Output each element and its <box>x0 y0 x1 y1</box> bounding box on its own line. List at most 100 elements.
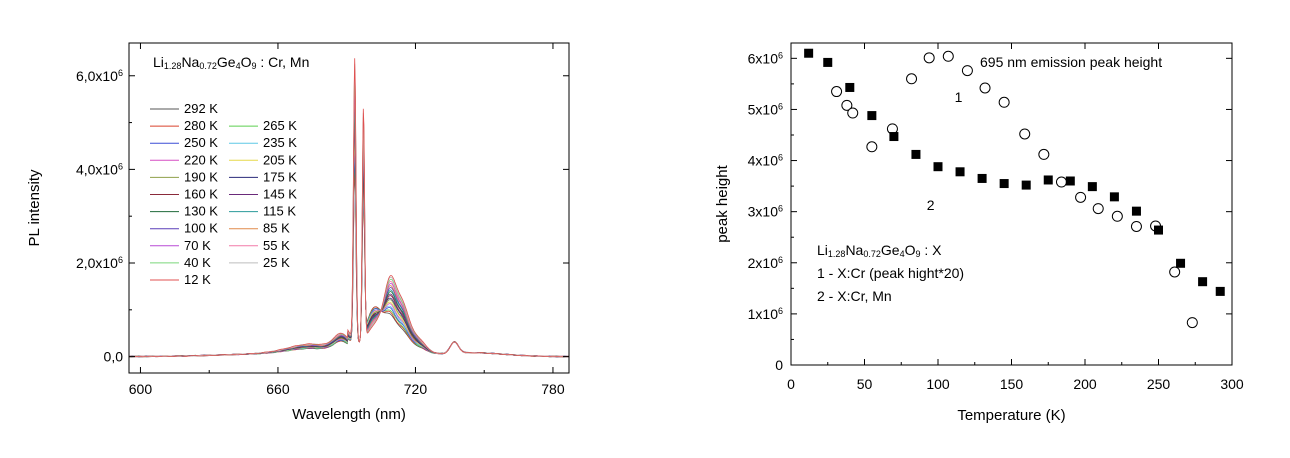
y-axis-label: PL intensity <box>26 169 43 246</box>
text-segment: O <box>241 54 252 70</box>
text-segment: Ge <box>217 54 236 70</box>
data-point-cr <box>841 99 853 111</box>
y-tick-label: 1x106 <box>748 306 783 322</box>
y-tick-label: 4,0x106 <box>76 161 123 177</box>
x-tick-label: 150 <box>1000 376 1024 392</box>
text-segment: Li <box>153 54 164 70</box>
x-tick-label: 0 <box>787 376 795 392</box>
x-tick-label: 660 <box>266 381 290 397</box>
y-tick-label: 6x106 <box>748 50 783 66</box>
tick-label-base: 2,0x10 <box>76 255 118 271</box>
tick-label-base: 0 <box>775 357 783 373</box>
x-tick-label: 50 <box>857 376 873 392</box>
legend-label: 25 K <box>263 255 290 270</box>
tick-label-base: 2x10 <box>748 255 779 271</box>
text-segment: Li <box>817 242 828 258</box>
tick-label-base: 1x10 <box>748 306 779 322</box>
tick-label-exponent: 6 <box>778 101 783 111</box>
y-tick-label: 2,0x106 <box>76 255 123 271</box>
data-point-crmn <box>1109 192 1119 202</box>
legend-label: 235 K <box>263 135 297 150</box>
legend-label: 100 K <box>184 221 218 236</box>
x-tick-label: 250 <box>1147 376 1171 392</box>
x-axis-label: Wavelength (nm) <box>292 406 406 423</box>
data-point-crmn <box>889 132 899 142</box>
y-tick-label: 2x106 <box>748 255 783 271</box>
legend-label: 220 K <box>184 152 218 167</box>
data-point-cr <box>1075 191 1087 203</box>
data-point-cr <box>1130 220 1142 232</box>
tick-label-exponent: 6 <box>118 255 123 265</box>
x-axis-label: Temperature (K) <box>957 407 1065 424</box>
text-segment: Na <box>845 242 863 258</box>
plot-frame <box>790 42 1233 366</box>
text-segment: : X <box>920 242 942 258</box>
x-tick-label: 300 <box>1220 376 1244 392</box>
text-segment: 0.72 <box>863 249 881 259</box>
data-point-crmn <box>867 111 877 121</box>
legend-label: 292 K <box>184 101 218 116</box>
tick-label-exponent: 6 <box>118 68 123 78</box>
y-tick-label: 0,0 <box>104 349 124 365</box>
x-tick-label: 720 <box>404 381 428 397</box>
legend-text: 2 - X:Cr, Mn <box>817 288 892 304</box>
data-point-crmn <box>823 57 833 67</box>
text-segment: Ge <box>881 242 900 258</box>
data-point-cr <box>866 141 878 153</box>
curve-label: 1 <box>955 89 963 105</box>
y-tick-label: 0 <box>775 357 783 373</box>
legend-label: 12 K <box>184 272 211 287</box>
data-point-cr <box>979 82 991 94</box>
tick-label-base: 3x10 <box>748 204 779 220</box>
legend-text: Li1.28Na0.72Ge4O9 : X <box>817 242 942 259</box>
tick-label-exponent: 6 <box>118 161 123 171</box>
data-point-crmn <box>1065 176 1075 186</box>
data-point-cr <box>961 65 973 77</box>
legend-label: 265 K <box>263 118 297 133</box>
tick-label-exponent: 6 <box>778 204 783 214</box>
y-tick-label: 6,0x106 <box>76 68 123 84</box>
legend-label: 115 K <box>263 204 296 219</box>
plot-frame <box>128 42 570 374</box>
text-segment: O <box>905 242 916 258</box>
legend-label: 280 K <box>184 118 218 133</box>
data-point-cr <box>1038 148 1050 160</box>
data-point-crmn <box>845 82 855 92</box>
x-tick-label: 600 <box>129 381 153 397</box>
data-point-cr <box>1055 176 1067 188</box>
data-point-cr <box>847 107 859 119</box>
text-segment: : Cr, Mn <box>256 54 309 70</box>
legend: 292 K 280 K 265 K 250 K 235 K 220 K 205 K 190 K… <box>150 101 297 287</box>
data-point-crmn <box>1198 277 1208 287</box>
tick-label-base: 4x10 <box>748 153 779 169</box>
spectra-curves <box>128 58 570 358</box>
y-tick-label: 3x106 <box>748 204 783 220</box>
tick-label-exponent: 6 <box>778 306 783 316</box>
text-segment: 9 <box>251 61 256 71</box>
data-point-cr <box>1186 317 1198 329</box>
data-point-crmn <box>911 149 921 159</box>
legend-label: 85 K <box>263 221 290 236</box>
legend-label: 70 K <box>184 238 211 253</box>
text-segment: 1.28 <box>164 61 182 71</box>
series-cr-points <box>831 50 1198 329</box>
data-point-cr <box>906 73 918 85</box>
data-point-cr <box>831 86 843 98</box>
x-tick-label: 780 <box>541 381 565 397</box>
legend-label: 175 K <box>263 169 297 184</box>
legend-label: 205 K <box>263 152 297 167</box>
text-segment: 1.28 <box>828 249 846 259</box>
text-segment: 4 <box>900 249 905 259</box>
data-point-crmn <box>1154 225 1163 235</box>
data-point-cr <box>1169 266 1181 278</box>
tick-label-exponent: 6 <box>778 255 783 265</box>
data-point-crmn <box>1176 258 1186 268</box>
data-point-cr <box>1019 128 1031 140</box>
text-segment: 0.72 <box>199 61 217 71</box>
y-tick-label: 5x106 <box>748 101 783 117</box>
data-point-cr <box>942 50 954 62</box>
legend-label: 160 K <box>184 187 218 202</box>
text-segment: 2 - X:Cr, Mn <box>817 288 892 304</box>
x-tick-label: 200 <box>1073 376 1097 392</box>
